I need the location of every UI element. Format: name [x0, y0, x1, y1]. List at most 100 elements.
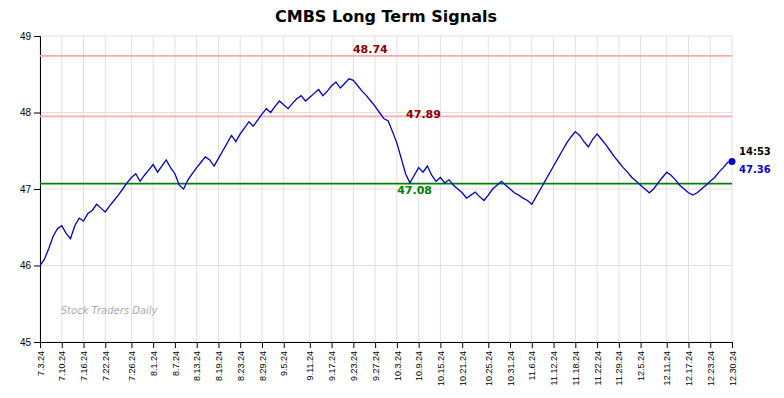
end-value-label: 47.36: [739, 164, 771, 175]
tick: 7.22.24: [101, 342, 111, 381]
tick-mark: [688, 342, 689, 348]
end-point: [729, 158, 736, 165]
tick: 8.7.24: [171, 342, 181, 376]
tick-label: 8.13.24: [192, 351, 202, 381]
tick: 9.11.24: [305, 342, 315, 380]
tick-mark: [440, 342, 441, 348]
tick-label: 10.25.24: [484, 351, 494, 386]
tick-mark: [34, 342, 40, 343]
tick-label: 10.15.24: [436, 351, 446, 386]
tick-mark: [575, 342, 576, 348]
tick-label: 12.11.24: [662, 351, 672, 385]
tick: 12.30.24: [728, 342, 738, 386]
title: CMBS Long Term Signals: [275, 7, 497, 26]
tick-label: 9.23.24: [349, 351, 359, 381]
tick-mark: [218, 342, 219, 348]
tick-label: 12.17.24: [684, 351, 694, 386]
tick-label: 7.26.24: [127, 351, 137, 381]
tick-mark: [375, 342, 376, 348]
tick: 48: [20, 107, 40, 118]
tick-label: 48: [20, 107, 32, 118]
tick: 11.29.24: [614, 342, 624, 385]
tick-label: 49: [20, 31, 32, 42]
grid-line: [40, 112, 732, 113]
tick-mark: [397, 342, 398, 348]
tick-label: 10.3.24: [393, 351, 403, 381]
tick-label: 10.9.24: [414, 351, 424, 381]
tick-mark: [710, 342, 711, 348]
tick-mark: [332, 342, 333, 348]
tick: 10.31.24: [506, 342, 516, 386]
tick-label: 46: [20, 260, 32, 271]
marks: [40, 56, 732, 266]
tick-label: 11.22.24: [593, 351, 603, 385]
tick-mark: [34, 36, 40, 37]
tick: 10.21.24: [458, 342, 468, 386]
tick: 10.3.24: [393, 342, 403, 381]
tick-mark: [462, 342, 463, 348]
tick-mark: [619, 342, 620, 348]
tick: 9.17.24: [327, 342, 337, 381]
tick: 9.5.24: [279, 342, 289, 376]
tick-mark: [488, 342, 489, 348]
tick-label: 9.11.24: [305, 351, 315, 380]
tick: 47: [20, 184, 40, 195]
tick: 8.19.24: [214, 342, 224, 381]
tick: 8.29.24: [258, 342, 268, 381]
grid-line: [40, 189, 732, 190]
end-time-label: 14:53: [739, 146, 771, 157]
tick-label: 12.23.24: [706, 351, 716, 386]
tick-mark: [131, 342, 132, 348]
tick-mark: [240, 342, 241, 348]
tick-mark: [62, 342, 63, 348]
tick: 12.17.24: [684, 342, 694, 386]
tick: 12.23.24: [706, 342, 716, 386]
tick-mark: [284, 342, 285, 348]
tick-label: 10.31.24: [506, 351, 516, 386]
y-axis: 4546474849: [20, 31, 41, 348]
tick-mark: [510, 342, 511, 348]
tick-mark: [353, 342, 354, 348]
tick-label: 11.12.24: [549, 351, 559, 385]
tick: 46: [20, 260, 40, 271]
tick-mark: [419, 342, 420, 348]
axis-domain: [34, 37, 41, 343]
tick-mark: [105, 342, 106, 348]
tick: 7.16.24: [79, 342, 89, 381]
level-label: 47.08: [397, 184, 432, 197]
annotations: 48.7447.8947.0814:5347.36Stock Traders D…: [61, 43, 771, 317]
tick: 8.23.24: [236, 342, 246, 381]
tick-label: 12.5.24: [636, 351, 646, 381]
tick-mark: [34, 266, 40, 267]
tick: 10.15.24: [436, 342, 446, 386]
tick: 7.3.24: [36, 342, 46, 376]
level-label: 47.89: [406, 108, 441, 121]
chart: 7.3.247.10.247.16.247.22.247.26.248.1.24…: [0, 0, 784, 398]
tick: 11.6.24: [527, 342, 537, 380]
tick-label: 9.27.24: [371, 351, 381, 381]
tick-label: 8.7.24: [171, 351, 181, 376]
tick: 11.12.24: [549, 342, 559, 385]
level-label: 48.74: [353, 43, 388, 56]
tick-label: 11.18.24: [571, 351, 581, 385]
tick-mark: [34, 189, 40, 190]
tick: 9.27.24: [371, 342, 381, 381]
tick-label: 10.21.24: [458, 351, 468, 386]
tick-label: 8.29.24: [258, 351, 268, 381]
tick: 12.11.24: [662, 342, 672, 385]
tick-mark: [532, 342, 533, 348]
tick: 11.22.24: [593, 342, 603, 385]
tick: 49: [20, 31, 40, 42]
tick-mark: [732, 342, 733, 348]
grid: [40, 36, 732, 342]
tick-label: 12.30.24: [728, 351, 738, 386]
tick-mark: [175, 342, 176, 348]
tick: 10.9.24: [414, 342, 424, 381]
tick-label: 7.22.24: [101, 351, 111, 381]
tick-mark: [597, 342, 598, 348]
tick-label: 9.5.24: [279, 351, 289, 376]
tick-mark: [34, 113, 40, 114]
tick-mark: [310, 342, 311, 348]
tick: 11.18.24: [571, 342, 581, 385]
tick-label: 8.19.24: [214, 351, 224, 381]
